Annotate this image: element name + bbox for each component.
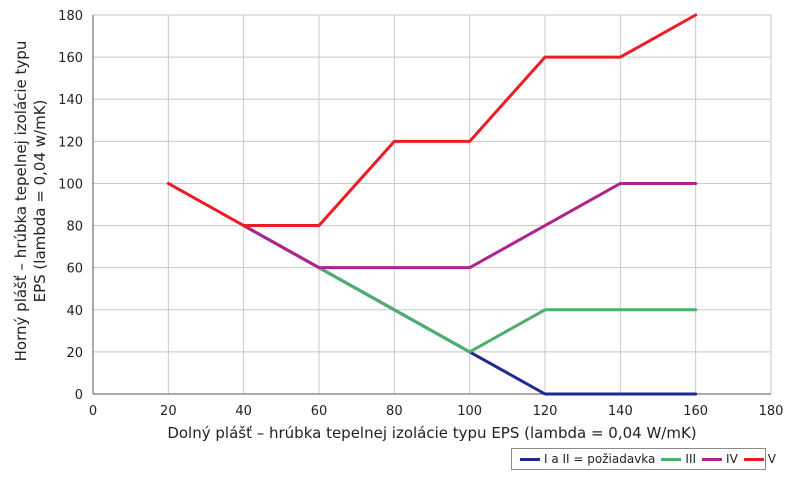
y-tick-label: 0 [75, 388, 83, 403]
x-tick-label: 0 [89, 404, 97, 419]
legend-label: I a II = požiadavka [544, 452, 656, 466]
legend-item-2: III [661, 452, 696, 466]
legend-swatch [520, 457, 540, 461]
y-axis-title-line-1: Horný plášť – hrúbka tepelnej izolácie t… [12, 41, 30, 362]
legend-label: III [685, 452, 697, 466]
legend-label: V [767, 452, 776, 466]
legend-label: IV [726, 452, 738, 466]
grid [92, 14, 772, 395]
legend-item-4: V [743, 452, 776, 466]
y-tick-label: 160 [58, 51, 83, 66]
x-tick-label: 60 [311, 404, 328, 419]
x-tick-label: 40 [235, 404, 252, 419]
y-axis-title: Horný plášť – hrúbka tepelnej izolácie t… [12, 41, 49, 362]
x-tick-label: 180 [759, 404, 784, 419]
series-line-3 [242, 181, 698, 270]
x-tick-label: 160 [683, 404, 708, 419]
y-tick-label: 180 [58, 9, 83, 24]
legend-item-1: I a II = požiadavka [520, 452, 655, 466]
series-lines [166, 13, 698, 396]
x-tick-label: 80 [386, 404, 403, 419]
y-tick-label: 40 [66, 304, 83, 319]
legend-swatch [702, 457, 723, 461]
legend-item-3: IV [702, 452, 738, 466]
legend: I a II = požiadavka III IV V [511, 448, 776, 470]
y-tick-label: 120 [58, 135, 83, 150]
x-tick-label: 140 [608, 404, 633, 419]
y-axis-title-line-2: EPS (lambda = 0,04 w/mK) [31, 100, 49, 303]
x-tick-label: 20 [160, 404, 177, 419]
x-tick-labels: 0 20 40 60 80 100 120 140 160 180 [89, 404, 784, 419]
axes [92, 15, 771, 395]
y-tick-label: 20 [66, 346, 83, 361]
y-tick-label: 80 [66, 220, 83, 235]
y-tick-label: 60 [66, 262, 83, 277]
x-axis-title: Dolný plášť – hrúbka tepelnej izolácie t… [167, 424, 696, 442]
legend-swatch [743, 457, 764, 461]
x-tick-label: 100 [457, 404, 482, 419]
x-tick-label: 120 [533, 404, 558, 419]
series-line-4 [166, 13, 698, 228]
legend-swatch [661, 457, 682, 461]
y-tick-label: 100 [58, 177, 83, 192]
y-tick-label: 140 [58, 93, 83, 108]
y-tick-labels: 0 20 40 60 80 100 120 140 160 180 [58, 9, 83, 403]
